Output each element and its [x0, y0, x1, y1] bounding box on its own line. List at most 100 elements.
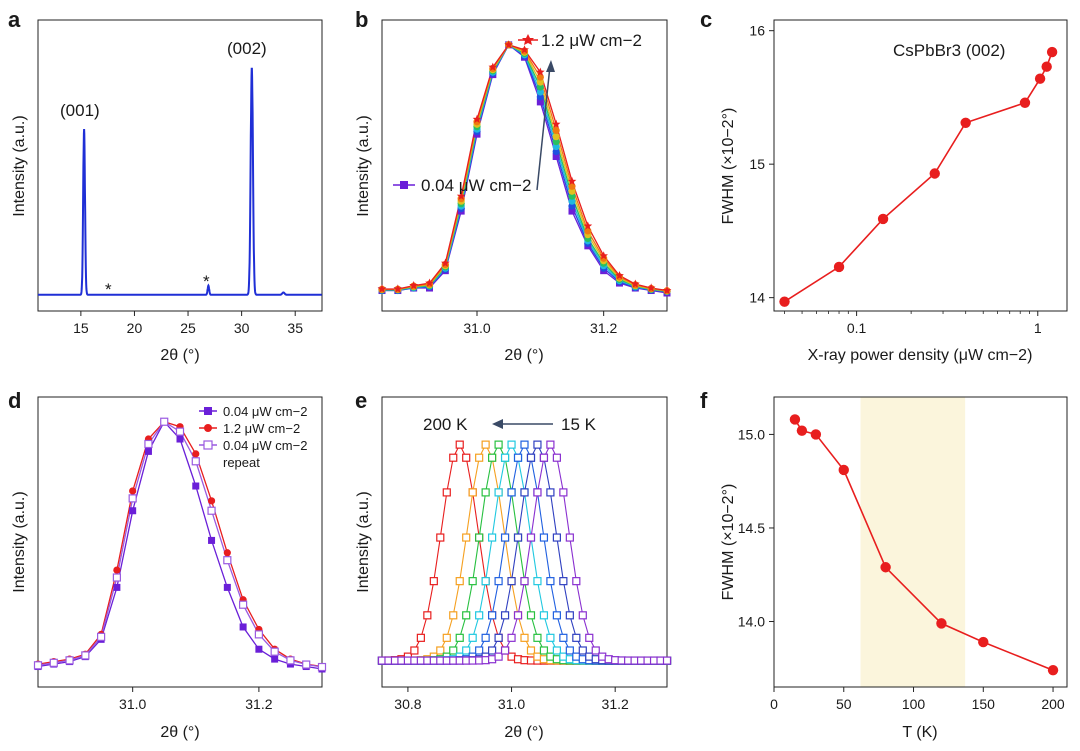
panel-b-series-6-point [662, 285, 672, 295]
panel-c-annotation: CsPbBr3 (002) [893, 41, 1005, 60]
panel-d-series-2-point [223, 556, 232, 565]
panel-e-series-5-point [520, 488, 529, 497]
panel-e-series-5-line [382, 443, 667, 662]
panel-b-series-3-point [552, 138, 560, 146]
panel-b-series-0-point [536, 98, 544, 106]
panel-b-xticks: 31.0 31.2 [463, 311, 618, 336]
panel-d-series-1-point [223, 549, 231, 557]
panel-d-series-2-point [286, 656, 295, 665]
panel-b-series-4-point [568, 187, 576, 195]
panel-f-point [978, 636, 989, 648]
panel-e-ylabel: Intensity (a.u.) [355, 491, 372, 592]
panel-d-series-1-point [129, 487, 137, 495]
panel-d-series-0-point [176, 435, 184, 443]
panel-d-legend-1: 0.04 μW cm−2 [223, 404, 307, 419]
panel-c-point [877, 213, 889, 225]
panel-b-series-3-line [382, 43, 668, 292]
panel-c: 0.1 1 14 15 16 CsPbBr3 (002) X-ray power den… [720, 19, 1068, 364]
panel-f-xlabel: T (K) [902, 724, 937, 741]
panel-b-plot [377, 40, 672, 297]
panel-e-series-3-point [462, 646, 471, 655]
panel-e-series-1-point [481, 440, 490, 449]
panel-e-series-1-point [455, 577, 464, 586]
panel-d-series-2-point [33, 661, 43, 670]
panel-e-plot [377, 440, 672, 665]
panel-c-xtick-label: 0.1 [847, 320, 867, 336]
panel-b-series-5-point [568, 182, 576, 190]
panel-c-ticks: 0.1 1 14 15 16 [749, 23, 1041, 336]
panel-d-series-2-point [144, 439, 153, 449]
panel-f-ytick-label: 14.5 [738, 520, 765, 536]
panel-a-xticks: 15 20 25 30 35 [73, 311, 303, 336]
panel-b-series-2-point [552, 142, 560, 151]
panel-e-series-1-point [520, 633, 529, 642]
panel-b-series-6-point [425, 278, 434, 287]
panel-e-series-5-point [559, 577, 568, 586]
panel-e-series-6-line [382, 443, 667, 662]
panel-d-series-1-point [113, 566, 121, 574]
panel-d-frame [37, 396, 323, 688]
panel-e-label-low: 200 K [423, 415, 468, 434]
panel-e-series-5-point [513, 533, 523, 542]
panel-b-legend-high: 1.2 μW cm−2 [518, 31, 642, 50]
panel-f-point [880, 562, 891, 573]
panel-b-series-6-point [536, 67, 545, 76]
panel-d-xticks: 31.0 31.2 [119, 687, 273, 712]
panel-e-xticks: 30.8 31.0 31.2 [394, 687, 629, 712]
panel-e-series-2-point [526, 611, 536, 620]
panel-e-series-6-point [494, 652, 503, 661]
panel-e-series-3-point [468, 633, 477, 642]
panel-f-point [838, 464, 849, 476]
panel-b-series-6-point [393, 284, 403, 293]
panel-d-series-2-point [239, 600, 248, 609]
panel-e-series-5-point [552, 533, 561, 542]
panel-f-plot [789, 414, 1059, 676]
panel-c-ylabel: FWHM (×10−2°) [720, 108, 737, 225]
panel-a-star-2: * [203, 272, 210, 291]
panel-f-point [789, 414, 801, 425]
panel-d-series-1-point [207, 497, 216, 505]
panel-a-star-1: * [105, 280, 112, 299]
panel-e-series-4-point [565, 646, 574, 655]
panel-e-series-6-point [539, 453, 549, 462]
panel-e-arrowhead [492, 419, 503, 429]
panel-e-series-4-point [513, 453, 523, 462]
panel-c-ytick-label: 14 [749, 290, 765, 306]
panel-d-series-2-point [175, 427, 185, 436]
panel-e-xlabel: 2θ (°) [504, 724, 543, 741]
panel-b-series-4-line [382, 43, 668, 292]
panel-b-legend-low: 0.04 μW cm−2 [393, 176, 531, 195]
panel-b-frame [381, 19, 668, 312]
panel-e-series-1-point [442, 633, 451, 642]
panel-d-series-2-point [207, 506, 216, 515]
panel-b-series-3-point [536, 83, 544, 91]
panel-d-series-2-point [254, 630, 263, 639]
panel-e-series-4-point [539, 533, 549, 542]
panel-e-series-4-point [507, 488, 516, 497]
panel-b-series-6-point [646, 283, 656, 292]
panel-e-series-1-point [436, 646, 445, 655]
panel-e-series-4-point [475, 646, 484, 655]
panel-c-point [960, 117, 971, 128]
panel-d-series-0-point [192, 482, 200, 490]
panel-b-series-1-line [382, 43, 668, 293]
panel-b-series-6-point [520, 45, 529, 54]
panel-f-band-layer [860, 397, 966, 687]
panel-b-arrowhead [546, 60, 555, 72]
panel-e-series-5-point [494, 633, 503, 642]
panel-c-ytick-label: 16 [749, 23, 765, 39]
panel-b-series-4-point [536, 78, 544, 86]
panel-letter-a: a [8, 7, 21, 32]
panel-d-series-2-point [65, 656, 74, 665]
panel-b-series-6-point [377, 284, 387, 293]
panel-e-series-6-point [585, 633, 594, 642]
panel-f-xtick-label: 0 [770, 696, 778, 712]
panel-c-point [1019, 97, 1031, 108]
panel-e: 30.8 31.0 31.2 200 K 15 K 2θ (°) Intensity… [355, 396, 672, 741]
panel-e-series-0-point [429, 577, 438, 586]
panel-e-series-6-point [662, 656, 672, 665]
panel-e-series-1-point [468, 488, 477, 497]
panel-b-series-5-point [584, 227, 592, 235]
panel-b-series-0-point [568, 207, 576, 215]
